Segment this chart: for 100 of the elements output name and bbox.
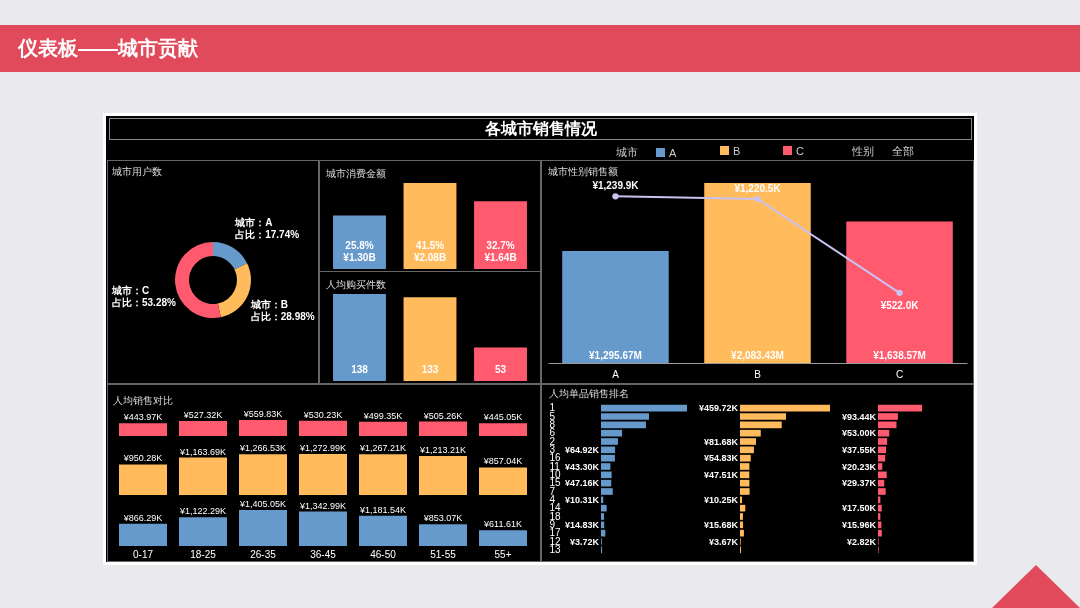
data-label: 占比：28.98% [250,311,315,323]
data-label: ¥522.0K [880,299,920,311]
donut-slice [213,242,248,270]
bar [299,454,347,495]
text: 全部 [892,144,914,159]
chart-title: 人均单品销售排名 [549,387,629,399]
slice-label: 城市：A [234,217,273,229]
bar [740,521,744,529]
legend-title: 城市 [616,145,638,160]
data-label: 25.8% ¥1.30B [343,240,376,263]
data-label: ¥17.50K [841,503,877,514]
bar [419,455,467,495]
data-label: ¥1,122.29K [178,506,227,517]
data-label: 138 [351,364,369,375]
data-label: ¥1,342.99K [298,500,347,511]
x-tick-label: C [895,368,904,380]
bar [359,515,407,546]
data-label: ¥1,295.67M [589,350,642,361]
data-label: ¥1,272.99K [298,443,347,453]
x-tick-label: 18-25 [190,548,217,560]
data-label: ¥81.68K [703,436,739,447]
data-label: ¥15.68K [703,519,739,530]
data-label: ¥1,213.21K [418,444,467,455]
bar [419,524,467,546]
data-label: 占比：53.28% [112,297,177,309]
chart-title: 城市用户数 [111,166,162,177]
data-label: ¥14.83K [564,519,600,530]
data-label: ¥559.83K [242,409,283,419]
data-label: ¥443.97K [122,412,163,423]
data-label: ¥20.23K [841,461,877,472]
data-label: ¥2,083.43M [731,350,784,361]
chart-title: 人均销售对比 [113,395,173,406]
data-label: ¥1,220.5K [734,182,782,194]
bar [740,496,743,504]
data-label: 133 [421,364,439,375]
bar [359,454,407,495]
bar [299,511,347,546]
bar [179,457,227,495]
x-tick-label: B [754,368,762,380]
bar [601,421,646,429]
slice-label: 城市：B [249,299,288,311]
data-label: ¥53.00K [841,428,877,439]
data-label: ¥530.23K [302,409,343,420]
text: 仪表板——城市贡献 [0,25,1080,72]
data-label: ¥611.61K [483,519,522,530]
donut-slice [217,263,251,318]
data-label: 53 [494,364,507,375]
data-label: ¥64.92K [564,444,600,455]
data-label: ¥527.32K [182,409,223,420]
data-label: ¥10.31K [564,494,600,505]
bar [740,446,754,454]
data-label: ¥1,638.57M [873,350,926,361]
x-tick-label: 0-17 [132,548,154,560]
data-label: ¥445.05K [482,412,523,423]
data-label: ¥866.29K [122,512,163,523]
data-label: ¥93.44K [841,411,877,422]
chart-title: 人均购买件数 [326,279,386,290]
x-tick-label: 26-35 [250,548,277,560]
x-tick-label: 51-55 [430,548,457,560]
slice-label: 城市：C [111,285,150,297]
x-tick-label: 55+ [494,548,512,560]
legend-label: C [795,145,804,157]
data-label: ¥43.30K [564,461,600,472]
data-label: ¥459.72K [698,403,739,414]
bar [179,517,227,546]
data-label: ¥505.26K [422,410,463,421]
bar [479,530,527,546]
x-tick-label: 36-45 [310,548,337,560]
text: 性别 [852,144,874,159]
data-label: ¥54.83K [703,453,739,464]
donut-slice [175,242,221,318]
bar [878,471,887,479]
data-label: ¥1,267.21K [358,443,407,454]
chart-title: 城市消费金额 [325,168,386,179]
x-tick-label: 46-50 [370,548,397,560]
bar [740,421,782,429]
data-label: ¥47.16K [564,478,600,489]
data-label: ¥950.28K [122,453,163,464]
bar [239,510,287,546]
data-label: ¥1,405.05K [238,499,287,509]
bar [601,471,612,479]
data-label: ¥37.55K [841,444,877,455]
text: 各城市销售情况 [109,118,972,140]
data-label: ¥15.96K [841,519,877,530]
data-label: ¥857.04K [482,456,523,467]
data-label: ¥29.37K [841,478,877,489]
data-label: 占比：17.74% [235,229,300,241]
legend-label: A [668,146,677,159]
bar [119,523,167,546]
data-label: ¥853.07K [422,513,463,524]
data-label: ¥499.35K [362,410,403,421]
data-label: ¥2.82K [846,536,877,547]
bar [479,467,527,495]
data-label: ¥3.67K [708,536,739,547]
data-label: ¥10.25K [703,494,739,505]
data-label: ¥47.51K [703,469,739,480]
data-label: ¥3.72K [569,536,600,547]
data-label: ¥1,181.54K [358,504,407,515]
bar [239,454,287,495]
bar [119,464,167,495]
